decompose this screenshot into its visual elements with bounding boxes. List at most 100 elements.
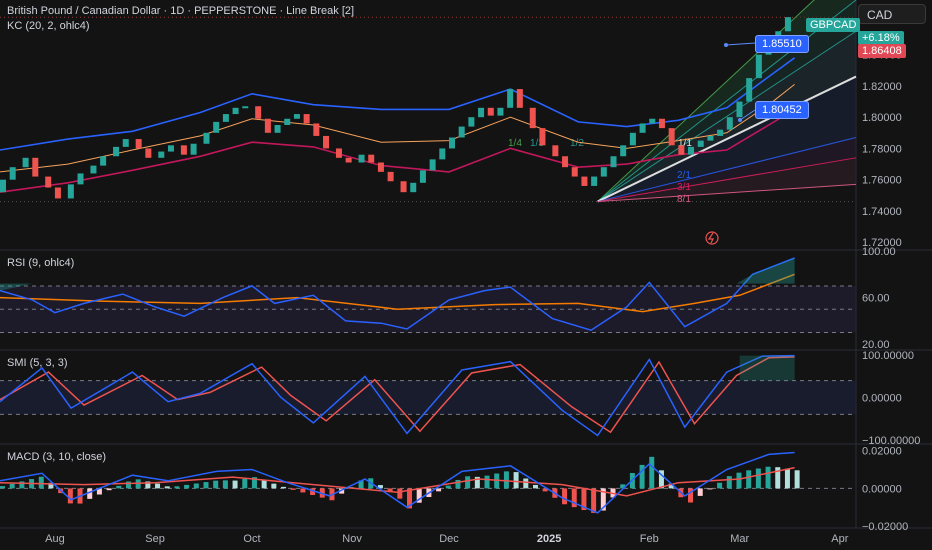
- line-break-block: [539, 128, 546, 146]
- rsi-y-tick-1: 60.00: [862, 293, 890, 305]
- x-tick-label-5: 2025: [537, 533, 561, 545]
- symbol-title: British Pound / Canadian Dollar · 1D · P…: [7, 5, 355, 17]
- line-break-block: [303, 114, 310, 124]
- smi-line: [0, 354, 795, 437]
- fib-fan-line-4: [597, 137, 857, 203]
- line-break-block: [439, 148, 446, 160]
- fib-upper-price-label[interactable]: 1.85510: [755, 35, 809, 53]
- line-break-block: [649, 118, 656, 124]
- smi-y-tick-0: 100.00000: [862, 350, 914, 362]
- price-y-tick-4: 1.80000: [862, 112, 902, 124]
- line-break-block: [591, 176, 598, 186]
- flash-icon-bolt: [707, 232, 714, 244]
- fib-upper-connector: [725, 42, 756, 46]
- macd-histogram-bar: [620, 484, 626, 489]
- macd-histogram-bar: [455, 479, 461, 489]
- macd-histogram-bar: [281, 486, 287, 489]
- fib-fan-line-2: [597, 30, 857, 202]
- line-break-block: [552, 145, 559, 157]
- macd-histogram-bar: [261, 480, 267, 489]
- smi-signal-line: [0, 356, 795, 434]
- x-tick-label-4: Dec: [439, 533, 459, 545]
- line-break-block: [335, 148, 342, 158]
- macd-histogram-bar: [746, 470, 752, 489]
- rsi-y-tick-0: 20.00: [862, 339, 890, 351]
- line-break-block: [600, 167, 607, 177]
- macd-histogram-bar: [96, 488, 102, 495]
- line-break-block: [755, 54, 762, 79]
- line-break-block: [135, 139, 142, 149]
- line-break-block: [67, 184, 74, 199]
- price-y-tick-5: 1.82000: [862, 81, 902, 93]
- macd-histogram-bar: [765, 466, 771, 489]
- line-break-block: [736, 101, 743, 118]
- macd-title: MACD (3, 10, close): [7, 451, 106, 463]
- macd-histogram-bar: [542, 488, 548, 492]
- line-break-block: [688, 146, 695, 155]
- macd-histogram-bar: [717, 482, 723, 489]
- line-break-block: [717, 129, 724, 136]
- macd-histogram-bar: [407, 488, 413, 509]
- macd-histogram-bar: [668, 483, 674, 489]
- price-y-tick-0: 1.72000: [862, 237, 902, 249]
- line-break-block: [497, 107, 504, 116]
- line-break-block: [222, 114, 229, 122]
- macd-histogram-bar: [658, 470, 664, 489]
- line-break-block: [368, 154, 375, 163]
- kc-upper-line: [0, 57, 796, 151]
- fib-lower-connector: [739, 109, 756, 121]
- macd-histogram-bar: [164, 486, 170, 489]
- line-break-block: [190, 143, 197, 155]
- macd-histogram-bar: [106, 488, 112, 491]
- fib-fan-label-3: 1/1: [678, 138, 692, 149]
- line-break-block: [678, 145, 685, 155]
- x-tick-label-7: Mar: [730, 533, 749, 545]
- line-break-block: [54, 187, 61, 199]
- macd-histogram-bar: [0, 486, 5, 489]
- macd-histogram-bar: [591, 488, 597, 513]
- macd-line: [0, 451, 795, 514]
- x-tick-label-0: Aug: [45, 533, 65, 545]
- kc-lower-line: [0, 108, 796, 193]
- macd-histogram-bar: [145, 481, 151, 489]
- macd-histogram-bar: [213, 480, 219, 489]
- fib-upper-handle: [724, 43, 728, 47]
- line-break-block: [0, 179, 6, 193]
- macd-histogram-bar: [116, 485, 122, 489]
- line-break-block: [122, 139, 129, 147]
- line-break-block: [784, 17, 791, 32]
- x-tick-label-3: Nov: [342, 533, 362, 545]
- line-break-block: [242, 106, 249, 109]
- line-break-block: [90, 165, 97, 174]
- line-break-block: [145, 148, 152, 158]
- macd-histogram-bar: [503, 471, 509, 489]
- macd-y-tick-1: 0.00000: [862, 483, 902, 495]
- smi-y-tick-2: −100.00000: [862, 435, 920, 447]
- line-break-block: [658, 118, 665, 129]
- macd-histogram-bar: [67, 488, 73, 504]
- macd-histogram-bar: [38, 476, 44, 489]
- macd-histogram-bar: [251, 477, 257, 489]
- macd-histogram-bar: [125, 481, 131, 489]
- line-break-block: [22, 157, 29, 168]
- fib-fan-label-6: 8/1: [677, 194, 691, 205]
- macd-signal-line: [0, 466, 795, 497]
- line-break-block: [571, 167, 578, 177]
- kc-indicator-label[interactable]: KC (20, 2, ohlc4): [7, 20, 90, 32]
- line-break-block: [468, 117, 475, 127]
- macd-histogram-bar: [48, 482, 54, 489]
- macd-histogram-bar: [290, 488, 296, 490]
- line-break-block: [400, 181, 407, 193]
- macd-histogram-bar: [562, 488, 568, 505]
- line-break-block: [100, 156, 107, 166]
- line-break-block: [264, 118, 271, 133]
- fib-fan-line-6: [597, 183, 857, 203]
- fib-lower-price-label[interactable]: 1.80452: [755, 101, 809, 119]
- line-break-block: [707, 135, 714, 141]
- macd-histogram-bar: [339, 488, 345, 494]
- flash-icon: [705, 231, 719, 245]
- macd-histogram-bar: [358, 480, 364, 489]
- currency-button[interactable]: CAD: [858, 4, 926, 24]
- macd-histogram-bar: [397, 488, 403, 499]
